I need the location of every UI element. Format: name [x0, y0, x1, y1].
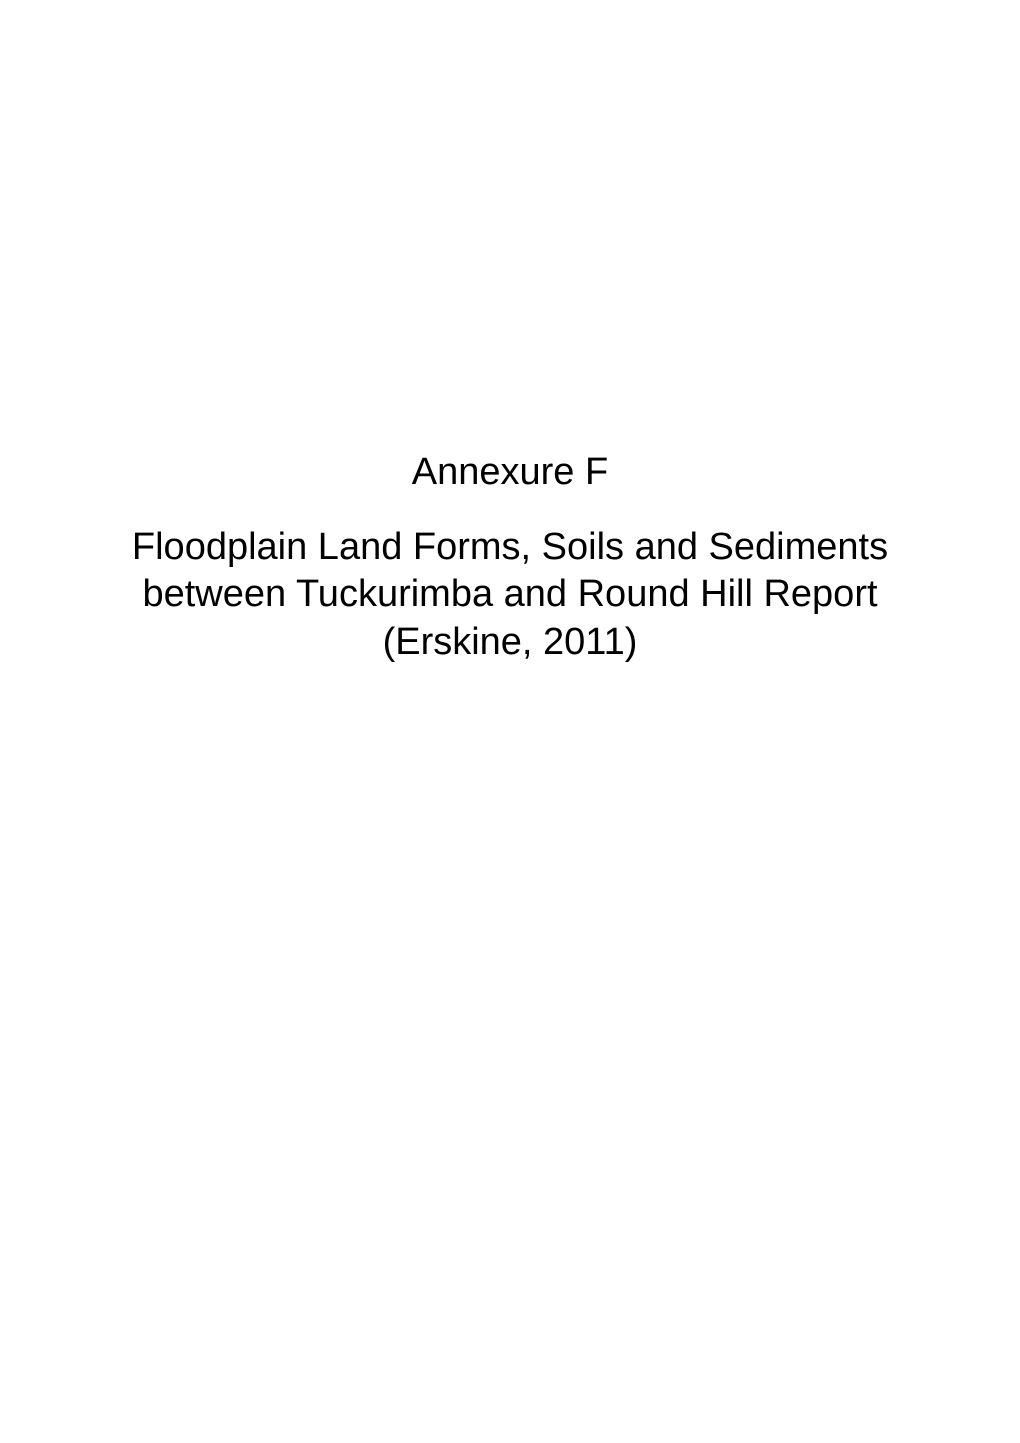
report-subtitle: Floodplain Land Forms, Soils and Sedimen… [130, 524, 890, 667]
title-block: Annexure F Floodplain Land Forms, Soils … [0, 450, 1020, 666]
annexure-title: Annexure F [130, 450, 890, 496]
document-page: Annexure F Floodplain Land Forms, Soils … [0, 0, 1020, 1443]
